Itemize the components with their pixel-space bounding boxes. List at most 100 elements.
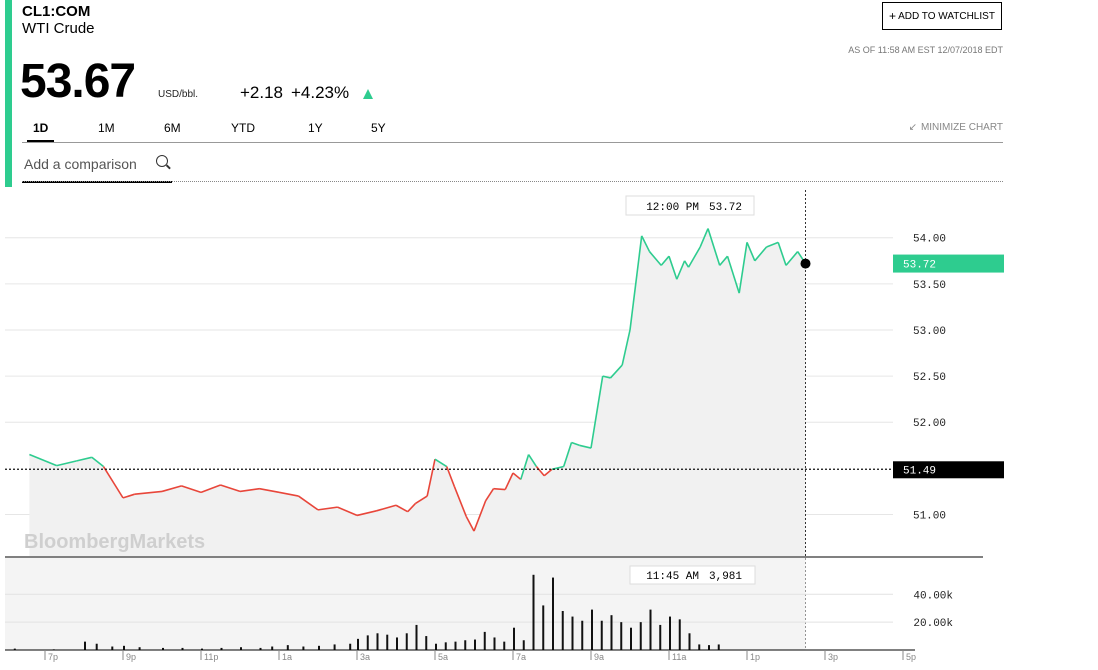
last-price-label: 53.72 [903,260,936,272]
price-line-segment [485,488,495,502]
price-line-segment [726,255,740,294]
volume-bar [659,624,662,650]
volume-bar [630,627,632,650]
volume-bar [376,633,379,650]
volume-bar [162,647,164,650]
volume-bar [138,647,141,650]
x-tick-label: 3a [360,652,370,662]
volume-bar [111,646,114,650]
volume-bar [591,609,593,650]
volume-bar [532,574,535,650]
x-tick-label: 9a [594,652,604,662]
y-tick-label: 53.00 [913,326,946,338]
tab-5y[interactable]: 5Y [371,121,386,135]
volume-bar [386,634,389,650]
price-line-segment [621,329,631,366]
y-tick-label: 52.00 [913,418,946,430]
volume-bar [444,642,447,650]
price-line-segment [376,504,397,512]
price-line-segment [746,242,756,262]
price-value: 53.67 [20,55,136,108]
price-line-segment [278,491,299,497]
price-line-segment [29,453,58,467]
volume-bar [503,641,506,650]
price-line-segment [676,260,686,280]
add-to-watchlist-label: ADD TO WATCHLIST [898,10,995,22]
price-line-segment [415,495,428,505]
separator [22,181,1003,182]
add-to-watchlist-button[interactable]: + ADD TO WATCHLIST [882,2,1002,30]
watermark-logo: BloombergMarkets [24,531,205,553]
price-line-segment [453,486,467,517]
price-line-segment [122,493,135,499]
minimize-icon: ↙ [908,122,917,133]
price-line-segment [504,472,514,490]
volume-bar [678,619,681,650]
x-tick-label: 7p [48,652,58,662]
price-line-segment [76,456,92,462]
minimize-chart-button[interactable]: ↙ MINIMIZE CHART [909,122,1003,133]
volume-bar [302,646,305,650]
price-line-segment [298,495,319,511]
price-line-segment [356,510,377,517]
volume-bar [552,577,554,650]
price-line-segment [640,235,651,252]
tab-6m[interactable]: 6M [164,121,181,135]
crosshair-dot [800,258,811,269]
x-tick-label: 9p [126,652,136,662]
price-line-segment [220,484,241,493]
search-icon[interactable] [156,155,168,167]
volume-bar [483,631,486,650]
y-tick-label: 51.00 [913,510,946,522]
volume-bar [405,633,408,650]
price-line-segment [719,255,729,266]
volume-bar [620,622,623,650]
price-change-percent: +4.23% [291,83,350,102]
price-line-segment [687,246,701,268]
price-line-segment [337,506,358,517]
price-line-segment [134,490,163,495]
price-line-segment [259,487,280,494]
volume-bar [357,638,359,650]
volume-bar [717,644,720,650]
comparison-input[interactable] [24,156,148,172]
volume-bar [542,605,545,650]
volume-bar [220,647,223,650]
price-area-fill [29,228,806,556]
price-line-segment [579,444,592,449]
crosshair-value-label: 53.72 [709,202,742,214]
price-line-segment [602,375,611,379]
price-line-segment [562,442,573,467]
previous-close-tag [893,461,1004,479]
price-line-segment [648,251,662,266]
instrument-name: WTI Crude [22,20,95,37]
volume-bar [240,647,242,650]
volume-bar [688,633,691,650]
x-tick-label: 7a [516,652,526,662]
volume-bar [366,635,369,650]
last-price-tag [893,254,1004,273]
price-line-segment [527,454,538,467]
volume-bar [84,641,86,650]
volume-bar [415,624,418,650]
price-line-segment [317,506,338,511]
price-line-segment [520,454,530,480]
volume-bar [464,640,467,650]
volume-bar [561,611,564,650]
tab-1y[interactable]: 1Y [308,121,323,135]
volume-bar [493,637,496,650]
volume-bar [600,620,603,650]
previous-close-label: 51.49 [903,465,936,477]
tab-ytd[interactable]: YTD [231,121,255,135]
crosshair-time-label: 12:00 PM [646,202,699,214]
tab-1m[interactable]: 1M [98,121,115,135]
volume-bar [669,616,671,650]
price-unit: USD/bbl. [158,89,199,100]
tab-1d[interactable]: 1D [27,121,55,142]
volume-bar [201,648,203,650]
volume-bar [318,645,320,650]
y-tick-label: 53.50 [913,280,946,292]
volume-bar [333,644,336,650]
x-tick-label: 11a [672,652,686,662]
